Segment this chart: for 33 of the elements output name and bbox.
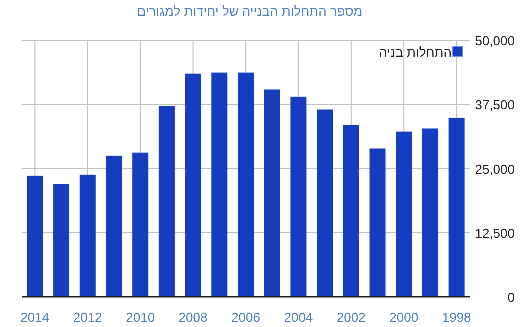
- x-tick-label: 2004: [284, 310, 314, 325]
- bar: [290, 96, 307, 297]
- bar: [158, 106, 175, 297]
- bar: [317, 110, 334, 297]
- x-tick-label: 2002: [336, 310, 366, 325]
- bar: [396, 132, 412, 297]
- bar: [264, 90, 280, 297]
- bar: [54, 184, 70, 297]
- x-tick-label: 2008: [178, 310, 208, 325]
- bar: [80, 174, 96, 297]
- x-tick-label: 2000: [390, 310, 419, 325]
- bar: [185, 74, 202, 297]
- x-tick-label: 2006: [232, 310, 260, 325]
- bar: [106, 156, 122, 297]
- chart-title: מספר התחלות הבנייה של יחידות למגורים: [137, 4, 363, 19]
- y-tick-label: 0: [508, 290, 515, 305]
- bar: [212, 72, 228, 297]
- legend-label: התחלות בניה: [379, 45, 452, 60]
- bar: [370, 148, 386, 297]
- y-tick-label: 37,500: [475, 98, 515, 113]
- x-tick-label: 1998: [442, 310, 472, 325]
- y-tick-label: 25,000: [475, 162, 515, 177]
- y-tick-label: 12,500: [475, 226, 515, 241]
- y-tick-label: 50,000: [475, 34, 515, 48]
- bar: [448, 118, 465, 297]
- bar: [422, 128, 438, 297]
- x-tick-label: 2012: [73, 310, 102, 325]
- x-tick-label: 2014: [20, 310, 50, 325]
- bar: [343, 125, 360, 297]
- bar: [132, 152, 149, 297]
- bar: [238, 72, 254, 297]
- bar: [27, 176, 44, 297]
- x-tick-label: 2010: [126, 310, 156, 325]
